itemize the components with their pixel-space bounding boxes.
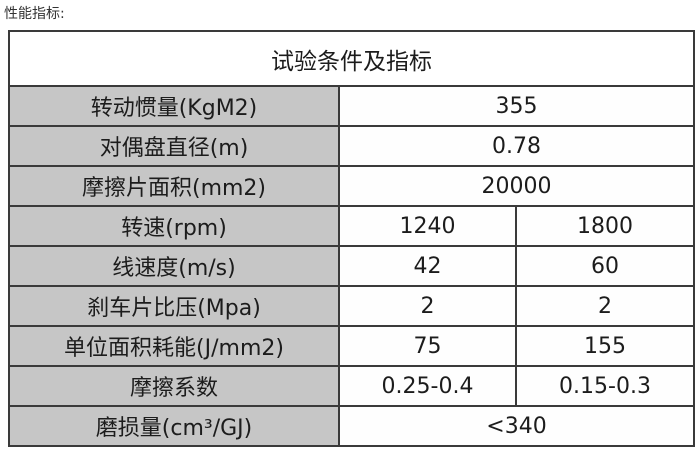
row-value: <340 xyxy=(337,405,696,447)
row-label: 单位面积耗能(J/mm2) xyxy=(8,325,340,367)
row-value: 1240 xyxy=(338,205,517,247)
row-label: 摩擦片面积(mm2) xyxy=(8,165,340,207)
page-caption: 性能指标: xyxy=(4,6,65,22)
table-row: 转动惯量(KgM2) 355 xyxy=(8,85,696,127)
table-body: 转动惯量(KgM2) 355 对偶盘直径(m) 0.78 摩擦片面积(mm2) 20000… xyxy=(8,85,696,447)
spec-table: 试验条件及指标 转动惯量(KgM2) 355 对偶盘直径(m) 0.78 摩擦片面积(m… xyxy=(7,30,696,447)
row-value: 0.78 xyxy=(337,125,696,167)
table-row: 转速(rpm) 1240 1800 xyxy=(8,205,696,247)
table-title: 试验条件及指标 xyxy=(7,30,696,87)
row-value: 355 xyxy=(337,85,696,127)
row-label: 线速度(m/s) xyxy=(8,245,340,287)
row-value: 42 xyxy=(338,245,517,287)
table-row: 摩擦系数 0.25-0.4 0.15-0.3 xyxy=(8,365,696,407)
row-value: 2 xyxy=(338,285,517,327)
row-label: 对偶盘直径(m) xyxy=(8,125,340,167)
row-value: 0.25-0.4 xyxy=(338,365,517,407)
row-label: 摩擦系数 xyxy=(8,365,340,407)
row-value: 20000 xyxy=(337,165,696,207)
row-label: 磨损量(cm³/GJ) xyxy=(8,405,340,447)
row-label: 刹车片比压(Mpa) xyxy=(8,285,340,327)
row-value: 60 xyxy=(514,245,696,287)
table-row: 磨损量(cm³/GJ) <340 xyxy=(8,405,696,447)
table-row: 对偶盘直径(m) 0.78 xyxy=(8,125,696,167)
table-title-row: 试验条件及指标 xyxy=(7,30,696,87)
row-value: 75 xyxy=(338,325,517,367)
table-row: 单位面积耗能(J/mm2) 75 155 xyxy=(8,325,696,367)
table-row: 摩擦片面积(mm2) 20000 xyxy=(8,165,696,207)
row-label: 转速(rpm) xyxy=(8,205,340,247)
row-value: 2 xyxy=(514,285,696,327)
row-value: 155 xyxy=(514,325,696,367)
row-value: 0.15-0.3 xyxy=(514,365,696,407)
table-row: 线速度(m/s) 42 60 xyxy=(8,245,696,287)
row-label: 转动惯量(KgM2) xyxy=(8,85,340,127)
row-value: 1800 xyxy=(514,205,696,247)
table-row: 刹车片比压(Mpa) 2 2 xyxy=(8,285,696,327)
